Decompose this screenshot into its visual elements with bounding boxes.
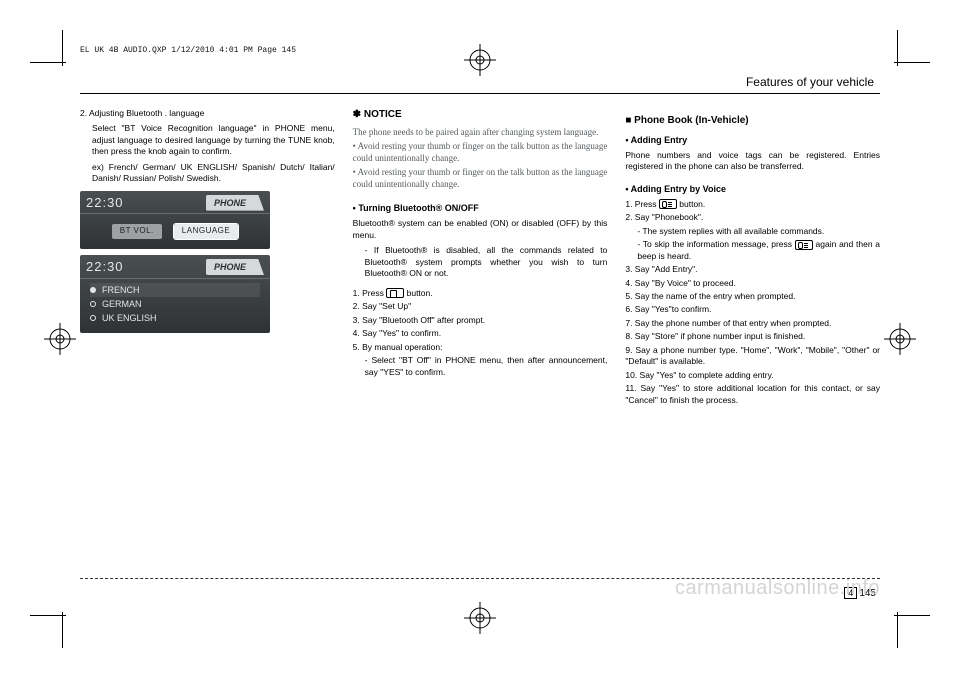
voice-step-5: 5. Say the name of the entry when prompt… <box>625 291 880 302</box>
column-1: 2. Adjusting Bluetooth . language Select… <box>80 108 335 408</box>
pill-language: LANGUAGE <box>174 224 238 239</box>
turning-bt-body: Bluetooth® system can be enabled (ON) or… <box>353 218 608 241</box>
voice-step-2: 2. Say "Phonebook". <box>625 212 880 223</box>
step-4: 4. Say "Yes" to confirm. <box>353 328 608 339</box>
button-icon <box>386 288 404 298</box>
crop-mark <box>62 30 63 66</box>
header-rule <box>80 93 880 94</box>
lang-item-ukenglish: UK ENGLISH <box>90 311 260 325</box>
screen-btvol: 22:30 PHONE BT VOL. LANGUAGE <box>80 191 270 249</box>
registration-mark <box>884 323 916 355</box>
crop-mark <box>897 30 898 66</box>
screen-tab-phone: PHONE <box>206 259 264 275</box>
voice-step-8: 8. Say "Store" if phone number input is … <box>625 331 880 342</box>
phonebook-heading: ■ Phone Book (In-Vehicle) <box>625 114 880 128</box>
registration-mark <box>464 602 496 634</box>
lang-label: FRENCH <box>102 284 140 296</box>
voice-step-2a: - The system replies with all available … <box>625 226 880 237</box>
crop-mark <box>30 62 66 63</box>
bullet-outline-icon <box>90 301 96 307</box>
lang-item-german: GERMAN <box>90 297 260 311</box>
screen-time: 22:30 <box>86 258 124 276</box>
crop-mark <box>62 612 63 648</box>
voice-step-7: 7. Say the phone number of that entry wh… <box>625 318 880 329</box>
notice-bullet: • Avoid resting your thumb or finger on … <box>353 140 608 164</box>
voice-step-2b: - To skip the information message, press… <box>625 239 880 262</box>
voice-step-6: 6. Say "Yes"to confirm. <box>625 304 880 315</box>
screen-time: 22:30 <box>86 194 124 212</box>
step-1: 1. Press button. <box>353 288 608 299</box>
print-header: EL UK 4B AUDIO.QXP 1/12/2010 4:01 PM Pag… <box>80 46 296 55</box>
adding-entry-body: Phone numbers and voice tags can be regi… <box>625 150 880 173</box>
step-title: 2. Adjusting Bluetooth . language <box>80 108 335 119</box>
adding-by-voice-heading: • Adding Entry by Voice <box>625 183 880 195</box>
step-5: 5. By manual operation: <box>353 342 608 353</box>
page-body: Features of your vehicle 2. Adjusting Bl… <box>80 75 880 603</box>
example-languages: ex) French/ German/ UK ENGLISH/ Spanish/… <box>80 162 335 185</box>
step-2: 2. Say "Set Up" <box>353 301 608 312</box>
running-head: Features of your vehicle <box>80 75 880 89</box>
voice-step-1: 1. Press button. <box>625 199 880 210</box>
notice-bullet: • Avoid resting your thumb or finger on … <box>353 166 608 190</box>
registration-mark <box>464 44 496 76</box>
notice-text: The phone needs to be paired again after… <box>353 126 608 138</box>
voice-step-11: 11. Say "Yes" to store additional locati… <box>625 383 880 406</box>
screen-tab-phone: PHONE <box>206 195 264 211</box>
bullet-filled-icon <box>90 287 96 293</box>
notice-body: The phone needs to be paired again after… <box>353 126 608 191</box>
crop-mark <box>30 615 66 616</box>
pill-btvol: BT VOL. <box>112 224 162 239</box>
adding-entry-heading: • Adding Entry <box>625 134 880 146</box>
lang-item-french: FRENCH <box>90 283 260 297</box>
column-2: ✽ NOTICE The phone needs to be paired ag… <box>353 108 608 408</box>
column-3: ■ Phone Book (In-Vehicle) • Adding Entry… <box>625 108 880 408</box>
lang-label: GERMAN <box>102 298 142 310</box>
registration-mark <box>44 323 76 355</box>
bullet-outline-icon <box>90 315 96 321</box>
screen-language-list: 22:30 PHONE FRENCH GERMAN UK ENGLISH <box>80 255 270 333</box>
voice-step-3: 3. Say "Add Entry". <box>625 264 880 275</box>
voice-step-9: 9. Say a phone number type. "Home", "Wor… <box>625 345 880 368</box>
voice-button-icon <box>795 240 813 250</box>
turning-bt-heading: • Turning Bluetooth® ON/OFF <box>353 202 608 214</box>
crop-mark <box>894 615 930 616</box>
voice-step-4: 4. Say "By Voice" to proceed. <box>625 278 880 289</box>
step-3: 3. Say "Bluetooth Off" after prompt. <box>353 315 608 326</box>
watermark: carmanualsonline.info <box>675 577 880 600</box>
voice-button-icon <box>659 199 677 209</box>
step-5-sub: - Select "BT Off" in PHONE menu, then af… <box>353 355 608 378</box>
crop-mark <box>897 612 898 648</box>
notice-heading: ✽ NOTICE <box>353 108 608 122</box>
lang-label: UK ENGLISH <box>102 312 157 324</box>
step-body: Select "BT Voice Recognition language" i… <box>80 123 335 157</box>
voice-step-10: 10. Say "Yes" to complete adding entry. <box>625 370 880 381</box>
crop-mark <box>894 62 930 63</box>
turning-bt-sub: - If Bluetooth® is disabled, all the com… <box>353 245 608 279</box>
